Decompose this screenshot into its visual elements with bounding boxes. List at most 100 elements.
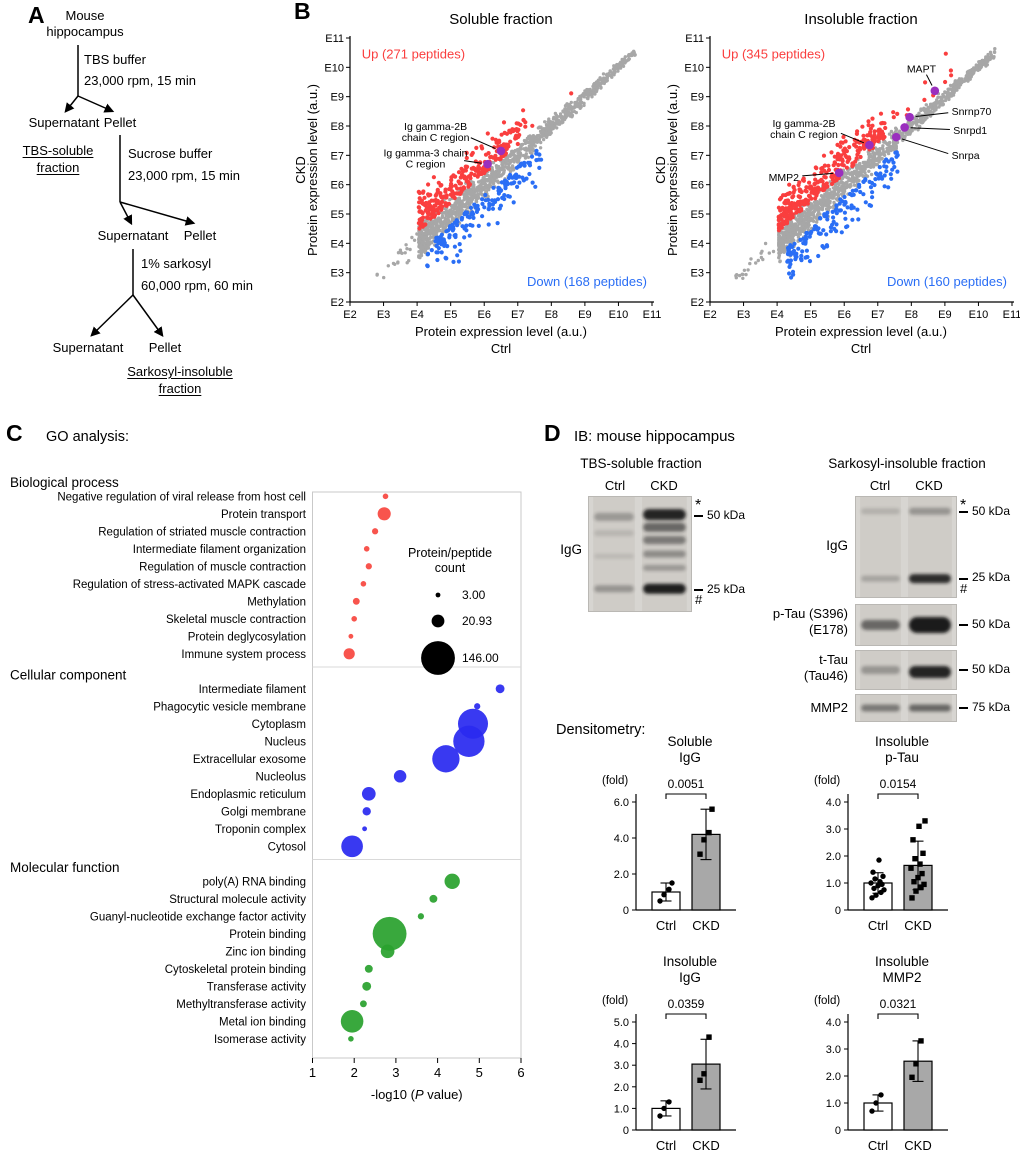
up-count-label: Up (345 peptides) xyxy=(722,47,825,62)
go-term-label: Immune system process xyxy=(181,649,306,661)
ptau-50kda-label: 50 kDa xyxy=(972,617,1011,631)
go-bubble xyxy=(364,964,373,973)
annotation-label: C region xyxy=(406,158,446,170)
legend-size-label: 3.00 xyxy=(462,588,486,602)
ins-igg-label: IgG xyxy=(826,538,848,553)
go-bubble xyxy=(351,616,358,622)
data-point xyxy=(878,1092,884,1098)
blot-border xyxy=(855,650,957,690)
y-tick-label: E10 xyxy=(684,62,704,74)
blot-band xyxy=(909,617,951,633)
tbs-blot-title: TBS-soluble fraction xyxy=(580,456,702,471)
highlight-point xyxy=(900,123,909,132)
go-term-label: Zinc ion binding xyxy=(225,947,306,959)
go-bubble xyxy=(348,1036,354,1042)
y-tick-label: 0 xyxy=(623,1125,629,1137)
flow-row1-supernatant: Supernatant xyxy=(28,115,100,130)
x-tick-label: E3 xyxy=(377,309,390,321)
annotation-label: Snrnp70 xyxy=(952,106,992,118)
go-term-label: Transferase activity xyxy=(207,982,307,994)
highlight-point xyxy=(834,168,844,178)
x-tick-label: E6 xyxy=(837,309,850,321)
points-down xyxy=(785,150,900,280)
go-category-label: Molecular function xyxy=(10,860,120,875)
y-tick-label: E3 xyxy=(331,268,344,280)
data-point xyxy=(657,1113,663,1119)
annotation-label: Ig gamma-2B xyxy=(772,118,835,130)
flow-row3-supernatant: Supernatant xyxy=(52,340,124,355)
flow-tbs-soluble-line2: fraction xyxy=(36,160,80,175)
go-bubble xyxy=(371,528,379,535)
flow-arrow-supernatant-3 xyxy=(90,294,134,337)
ttau-50kda-label: 50 kDa xyxy=(972,662,1011,676)
go-bubble xyxy=(377,507,391,521)
scatter-points xyxy=(375,49,637,280)
flow-source-line2: hippocampus xyxy=(46,24,124,39)
blot-band xyxy=(594,553,634,559)
x-tick-label: E7 xyxy=(511,309,524,321)
x-axis-group-label: Ctrl xyxy=(491,341,511,356)
flow-step1-reagent: TBS buffer xyxy=(84,52,146,67)
significance-bracket xyxy=(877,1013,919,1019)
flow-sarkosyl-insoluble-line2: fraction xyxy=(158,381,202,396)
y-tick-label: 3.0 xyxy=(826,824,841,836)
data-point xyxy=(918,884,924,890)
blot-band xyxy=(861,575,900,582)
blot-band xyxy=(909,666,951,678)
data-point xyxy=(709,806,715,812)
y-tick-label: E6 xyxy=(331,180,344,192)
flow-arrow-pellet-3 xyxy=(132,294,164,337)
data-point xyxy=(657,898,663,904)
data-point xyxy=(872,876,878,882)
go-bubble xyxy=(453,725,485,757)
data-point xyxy=(706,1034,712,1040)
y-tick-label: 1.0 xyxy=(826,878,841,890)
y-tick-label: E2 xyxy=(691,297,704,309)
go-bubble xyxy=(365,563,372,570)
annotation-label: Ig gamma-2B xyxy=(404,121,467,133)
y-tick-label: E5 xyxy=(691,209,704,221)
annotation-label: MMP2 xyxy=(769,172,799,184)
data-point xyxy=(697,1077,703,1083)
annotation-line xyxy=(470,137,496,149)
highlight-point xyxy=(865,140,874,150)
data-point xyxy=(873,892,879,898)
data-point xyxy=(880,873,886,879)
go-term-label: Cytoskeletal protein binding xyxy=(165,964,306,976)
x-tick-label: E6 xyxy=(477,309,490,321)
highlight-point xyxy=(891,132,901,142)
flow-arrow-pellet-1 xyxy=(77,95,115,113)
annotation-line xyxy=(925,74,933,86)
y-axis-label: Protein expression level (a.u.) xyxy=(305,84,320,256)
blot-band xyxy=(643,522,686,532)
go-term-label: Phagocytic vesicle membrane xyxy=(153,702,306,714)
blot-band xyxy=(643,564,686,571)
y-tick-label: E4 xyxy=(691,238,704,250)
ptau-antibody-line1: p-Tau (S396) xyxy=(772,606,848,621)
blot-band xyxy=(861,666,900,674)
y-tick-label: E5 xyxy=(331,209,344,221)
tbs-25kda-dash xyxy=(694,589,703,591)
flow-row3-pellet: Pellet xyxy=(148,340,182,355)
chart-title-line1: Insoluble xyxy=(875,954,929,969)
go-term-label: Endoplasmic reticulum xyxy=(190,789,306,801)
tbs-lane-ctrl-label: Ctrl xyxy=(604,478,626,493)
go-term-label: Skeletal muscle contraction xyxy=(166,614,306,626)
legend-size-label: 146.00 xyxy=(462,651,499,665)
x-tick-label: E4 xyxy=(410,309,423,321)
x-tick-label: E5 xyxy=(444,309,457,321)
blot-band xyxy=(643,550,686,558)
y-tick-label: 0 xyxy=(835,1125,841,1137)
flow-lines xyxy=(64,45,196,337)
x-group-label: Ctrl xyxy=(656,918,676,933)
annotation-label: Snrpa xyxy=(952,150,980,162)
go-bubble xyxy=(495,684,505,694)
data-point xyxy=(697,851,703,857)
plot-box xyxy=(312,491,522,1059)
tbs-antibody-label: IgG xyxy=(560,542,582,557)
flow-source-line1: Mouse xyxy=(65,8,105,23)
